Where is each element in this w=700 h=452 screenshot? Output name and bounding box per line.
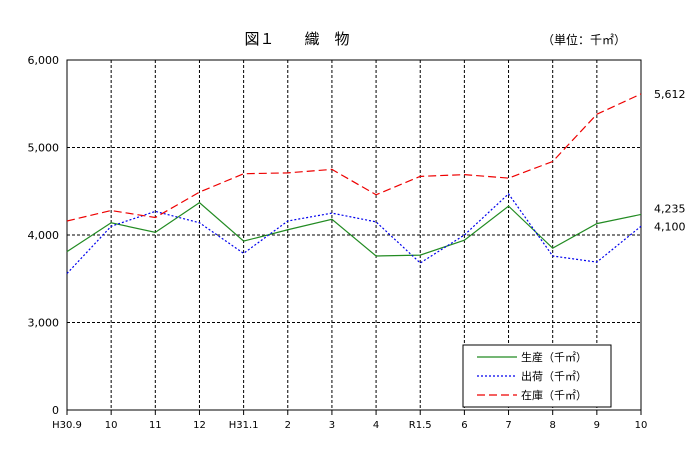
data-point <box>198 191 201 194</box>
series-line-1 <box>66 201 642 257</box>
data-point <box>463 173 466 176</box>
data-point <box>375 220 378 223</box>
legend-label: 生産（千㎡） <box>521 350 587 364</box>
data-point <box>551 160 554 163</box>
x-tick-label: 11 <box>149 420 162 431</box>
series-line-2 <box>66 192 642 274</box>
data-point <box>419 262 422 265</box>
data-point <box>330 168 333 171</box>
data-point <box>154 216 157 219</box>
data-point <box>154 210 157 213</box>
data-point <box>551 247 554 250</box>
data-point <box>110 209 113 212</box>
end-value-label: 4,235 <box>654 202 686 215</box>
x-tick-label: H30.9 <box>52 420 82 431</box>
data-point <box>286 171 289 174</box>
chart-title: 図１ 織 物 <box>244 30 349 48</box>
data-point <box>110 225 113 228</box>
x-tick-label: 12 <box>193 420 206 431</box>
x-tick-label: R1.5 <box>409 420 432 431</box>
end-value-label: 4,100 <box>654 220 686 233</box>
y-tick-label: 3,000 <box>28 317 60 330</box>
data-point <box>110 221 113 224</box>
data-point <box>375 255 378 258</box>
legend-label: 出荷（千㎡） <box>521 369 587 383</box>
x-tick-label: H31.1 <box>229 420 259 431</box>
data-point <box>286 228 289 231</box>
data-point <box>640 213 643 216</box>
data-point <box>375 193 378 196</box>
data-point <box>595 222 598 225</box>
data-point <box>66 272 69 275</box>
x-tick-label: 2 <box>285 420 291 431</box>
data-point <box>595 261 598 264</box>
data-point <box>154 231 157 234</box>
data-point <box>66 250 69 253</box>
x-tick-label: 6 <box>461 420 467 431</box>
data-point <box>507 177 510 180</box>
y-tick-label: 4,000 <box>28 229 60 242</box>
x-tick-label: 9 <box>594 420 600 431</box>
data-point <box>242 240 245 243</box>
data-point <box>551 255 554 258</box>
data-point <box>198 201 201 204</box>
series-line-3 <box>66 93 642 222</box>
data-point <box>242 252 245 255</box>
legend-label: 在庫（千㎡） <box>521 388 587 402</box>
data-point <box>286 220 289 223</box>
legend-box <box>462 344 612 408</box>
data-point <box>419 175 422 178</box>
data-point <box>66 220 69 223</box>
data-point <box>463 234 466 237</box>
data-point <box>330 218 333 221</box>
data-point <box>242 172 245 175</box>
x-tick-label: 8 <box>550 420 556 431</box>
legend: 生産（千㎡） 出荷（千㎡） 在庫（千㎡） <box>462 344 612 408</box>
x-tick-label: 7 <box>505 420 511 431</box>
y-tick-label: 6,000 <box>28 54 60 67</box>
x-tick-label: 4 <box>373 420 379 431</box>
x-tick-label: 3 <box>329 420 335 431</box>
data-point <box>507 205 510 208</box>
y-tick-label: 5,000 <box>28 142 60 155</box>
x-tick-label: 10 <box>105 420 118 431</box>
data-point <box>419 254 422 257</box>
unit-label: （単位：千㎡） <box>542 32 626 47</box>
data-point <box>595 113 598 116</box>
end-value-label: 5,612 <box>654 88 686 101</box>
data-point <box>640 225 643 228</box>
data-point <box>463 239 466 242</box>
data-point <box>198 221 201 224</box>
data-point <box>330 212 333 215</box>
data-point <box>507 192 510 195</box>
data-point <box>640 92 643 95</box>
x-tick-label: 10 <box>635 420 648 431</box>
y-tick-label: 0 <box>52 404 59 417</box>
